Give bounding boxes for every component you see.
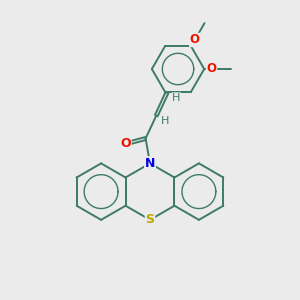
Text: O: O bbox=[190, 34, 200, 46]
Text: N: N bbox=[145, 157, 155, 170]
Text: H: H bbox=[161, 116, 170, 126]
Text: O: O bbox=[120, 137, 131, 150]
Text: H: H bbox=[172, 93, 181, 103]
Text: S: S bbox=[146, 213, 154, 226]
Text: O: O bbox=[206, 62, 217, 76]
